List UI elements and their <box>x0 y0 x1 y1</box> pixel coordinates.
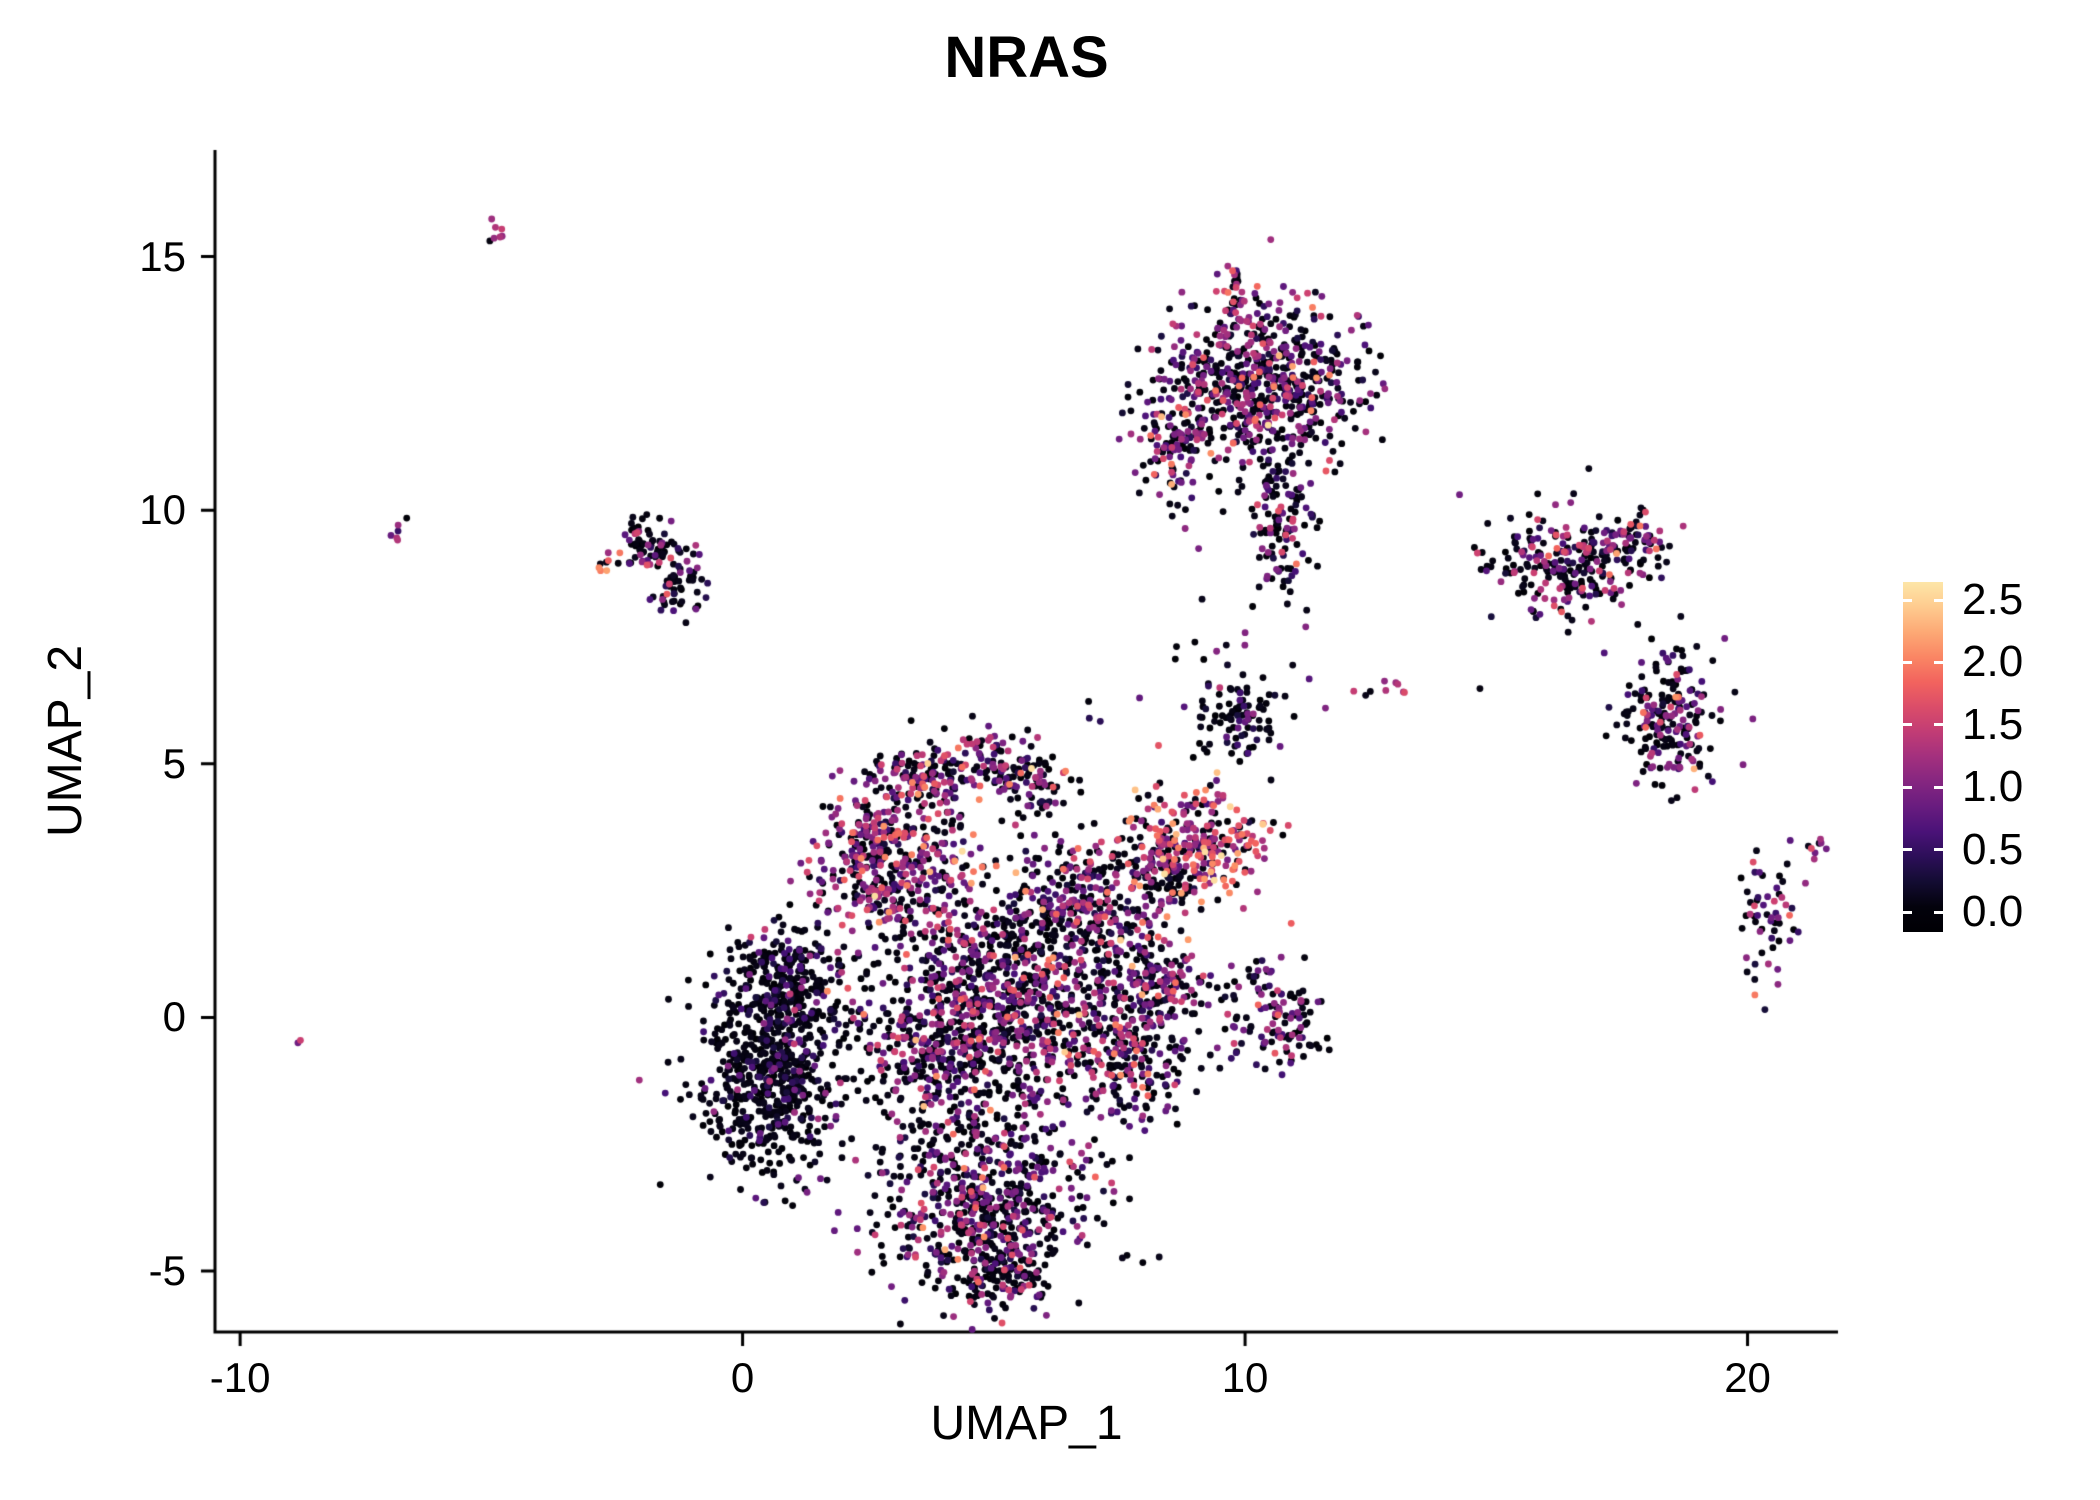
colorbar-tick-mark <box>1903 660 1912 664</box>
y-tick-label: 5 <box>162 739 186 787</box>
colorbar-tick-label: 2.5 <box>1962 575 2024 624</box>
x-tick-label: -10 <box>209 1354 271 1401</box>
colorbar-gradient <box>1903 582 1943 932</box>
colorbar-tick-label: 1.0 <box>1962 762 2024 812</box>
y-tick-label: 10 <box>139 486 186 534</box>
colorbar-tick-label: 0.0 <box>1962 887 2024 936</box>
colorbar-tick-mark <box>1934 660 1943 664</box>
colorbar-tick-label: 0.5 <box>1962 824 2024 874</box>
y-tick-label: 15 <box>139 232 186 280</box>
y-tick-label: -5 <box>148 1247 186 1295</box>
colorbar-tick-label: 2.0 <box>1962 637 2024 687</box>
colorbar-tick-mark <box>1903 910 1912 914</box>
colorbar-tick-mark <box>1903 723 1912 727</box>
colorbar-tick-mark <box>1934 598 1943 602</box>
colorbar-tick-mark <box>1934 785 1943 789</box>
x-axis-title: UMAP_1 <box>930 1397 1123 1450</box>
colorbar-tick-mark <box>1934 723 1943 727</box>
y-tick-label: 0 <box>162 993 186 1041</box>
colorbar-tick-mark <box>1903 848 1912 852</box>
x-tick-label: 10 <box>1221 1354 1269 1401</box>
colorbar-tick-mark <box>1934 910 1943 914</box>
colorbar-tick-mark <box>1903 785 1912 789</box>
colorbar-tick-mark <box>1903 598 1912 602</box>
chart-title: NRAS <box>944 25 1109 90</box>
x-tick-label: 0 <box>730 1354 755 1401</box>
colorbar-tick-mark <box>1934 848 1943 852</box>
colorbar-tick-label: 1.5 <box>1962 699 2024 749</box>
x-tick-label: 20 <box>1724 1354 1771 1401</box>
